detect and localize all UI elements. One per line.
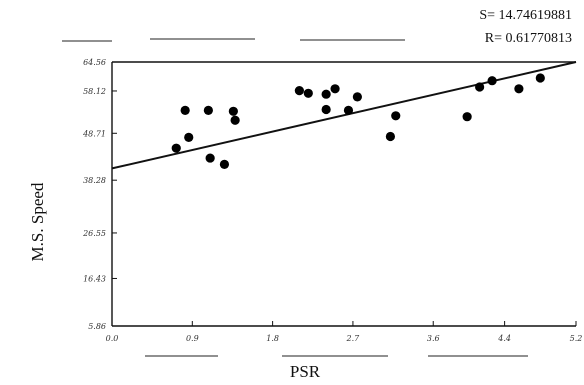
data-point: [514, 84, 524, 94]
x-tick-label: 5.2: [570, 334, 583, 343]
y-axis-ticks: 5.86 16.43 26.55 38.28 48.71 58.12 64.56: [82, 58, 117, 331]
y-tick-label: 48.71: [82, 129, 106, 138]
data-points: [171, 73, 545, 169]
x-tick-label: 0.0: [106, 334, 119, 343]
regression-line: [111, 61, 577, 170]
data-point: [230, 115, 240, 125]
data-point: [171, 143, 181, 153]
y-tick-label: 5.86: [88, 322, 106, 331]
x-axis-ticks: 0.0 0.9 1.8 2.7 3.6 4.4 5.2: [106, 321, 583, 343]
x-tick-label: 0.9: [186, 334, 199, 343]
data-point: [228, 106, 238, 116]
data-point: [180, 105, 190, 115]
decorative-marks: [62, 38, 528, 357]
data-point: [475, 82, 485, 92]
y-axis-title: M.S. Speed: [28, 182, 47, 262]
x-tick-label: 4.4: [497, 334, 511, 343]
data-point: [535, 73, 545, 83]
y-tick-label: 16.43: [83, 274, 106, 283]
y-tick-label: 58.12: [83, 87, 106, 96]
x-tick-label: 2.7: [346, 334, 361, 343]
y-tick-label: 64.56: [83, 58, 106, 67]
data-point: [385, 131, 395, 142]
data-point: [462, 112, 472, 122]
data-point: [205, 153, 215, 163]
std-error-label: S= 14.74619881: [479, 8, 572, 23]
x-tick-label: 3.6: [427, 334, 440, 343]
y-tick-label: 38.28: [83, 176, 106, 185]
x-tick-label: 1.8: [266, 334, 279, 343]
plot-frame: [111, 61, 576, 327]
data-point: [294, 86, 304, 96]
y-tick-label: 26.55: [82, 229, 106, 238]
data-point: [330, 84, 340, 94]
data-point: [219, 159, 230, 169]
data-point: [203, 105, 213, 115]
x-axis-title: PSR: [289, 362, 321, 381]
regression-line-group: [111, 61, 577, 170]
data-point: [391, 111, 401, 121]
data-point: [321, 89, 331, 99]
data-point: [303, 88, 313, 98]
correlation-label: R= 0.61770813: [484, 31, 572, 46]
data-point: [487, 76, 497, 86]
data-point: [184, 132, 194, 142]
data-point: [343, 105, 354, 115]
data-point: [352, 92, 362, 102]
data-point: [321, 104, 331, 115]
